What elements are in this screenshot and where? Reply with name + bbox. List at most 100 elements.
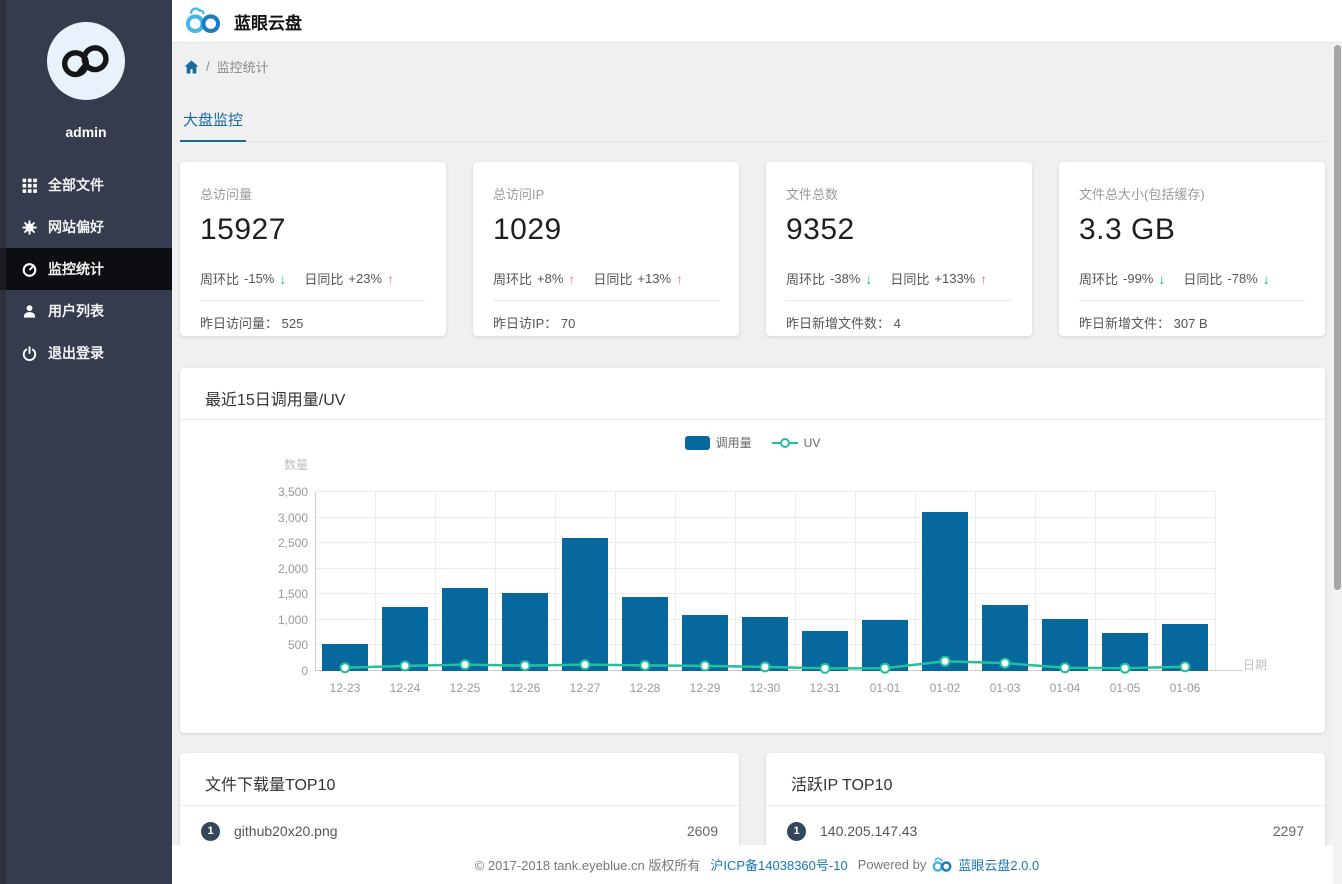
sidebar-item-user[interactable]: 用户列表 (0, 290, 172, 332)
y-tick-label: 1,000 (277, 612, 308, 627)
version-link[interactable]: 蓝眼云盘2.0.0 (958, 858, 1040, 873)
avatar[interactable] (47, 22, 125, 100)
copyright-text: © 2017-2018 tank.eyeblue.cn 版权所有 (474, 858, 701, 873)
trend-arrow-down-icon: ↓ (1158, 270, 1166, 287)
list-item-name: 140.205.147.43 (820, 823, 918, 839)
stat-value: 1029 (493, 213, 562, 246)
legend-item-bar[interactable]: 调用量 (684, 434, 752, 451)
x-tick-label: 01-02 (929, 681, 961, 695)
stat-footer-label: 昨日新增文件： (1079, 316, 1171, 331)
x-tick-label: 12-24 (389, 681, 421, 695)
stat-footer: 昨日访问量： 525 (200, 313, 426, 332)
stat-footer-label: 昨日访IP： (493, 316, 558, 331)
page-footer: © 2017-2018 tank.eyeblue.cn 版权所有 沪ICP备14… (172, 845, 1342, 884)
user-icon (21, 303, 38, 320)
power-icon (21, 345, 38, 362)
trend-arrow-up-icon: ↑ (568, 270, 576, 287)
grid-icon (21, 177, 38, 194)
x-axis-name: 日期 (1243, 658, 1268, 672)
trend-value: +8% (537, 271, 564, 286)
sidebar-menu: 全部文件网站偏好监控统计用户列表退出登录 (0, 164, 172, 374)
gauge-icon (21, 261, 38, 278)
scrollbar-thumb[interactable] (1334, 45, 1341, 590)
stat-footer-label: 昨日访问量： (200, 316, 279, 331)
gridline (1155, 492, 1156, 671)
icp-link[interactable]: 沪ICP备14038360号-10 (710, 858, 848, 873)
tab-dashboard-monitor[interactable]: 大盘监控 (180, 101, 247, 142)
trend-arrow-up-icon: ↑ (387, 270, 395, 287)
x-tick-label: 12-28 (629, 681, 661, 695)
gridline (315, 542, 1215, 544)
y-tick-label: 1,500 (277, 587, 308, 602)
username: admin (65, 124, 107, 140)
sidebar-item-gear[interactable]: 网站偏好 (0, 206, 172, 248)
y-axis-line (315, 492, 316, 671)
bar-12-28 (622, 597, 668, 671)
divider (786, 300, 1012, 301)
gridline (495, 492, 496, 671)
sidebar-item-label: 退出登录 (48, 345, 104, 361)
trend-label: 周环比 (200, 272, 240, 287)
infinity-logo-icon (61, 45, 109, 78)
sidebar-edge-decoration (0, 0, 6, 884)
stat-trend: 周环比 -99% ↓ 日同比 -78% ↓ (1079, 269, 1305, 288)
gridline (1035, 492, 1036, 671)
sidebar-item-grid[interactable]: 全部文件 (0, 164, 172, 206)
trend-label: 日同比 (890, 272, 930, 287)
stat-title: 总访问IP (493, 187, 545, 202)
trend-arrow-up-icon: ↑ (676, 270, 684, 287)
sidebar-item-power[interactable]: 退出登录 (0, 332, 172, 374)
legend-line-swatch-icon (771, 437, 798, 448)
stat-trend: 周环比 -38% ↓ 日同比 +133% ↑ (786, 269, 1012, 288)
list-item: 1 140.205.147.43 2297 (766, 806, 1325, 845)
trend-label: 日同比 (1183, 272, 1223, 287)
bar-12-27 (562, 538, 608, 671)
top-list-card: 文件下载量TOP10 1 github20x20.png 2609 (180, 753, 739, 845)
trend-arrow-down-icon: ↓ (279, 270, 287, 287)
x-tick-label: 12-23 (329, 681, 361, 695)
bar-12-24 (382, 607, 428, 671)
gridline (735, 492, 736, 671)
gridline (855, 492, 856, 671)
x-tick-label: 01-05 (1109, 681, 1141, 695)
divider (1079, 300, 1305, 301)
sidebar: admin 全部文件网站偏好监控统计用户列表退出登录 (0, 0, 172, 884)
gear-icon (21, 219, 38, 236)
stat-title: 总访问量 (200, 187, 253, 202)
legend-item-line[interactable]: UV (771, 436, 820, 450)
x-tick-label: 12-26 (509, 681, 541, 695)
x-tick-label: 12-31 (809, 681, 841, 695)
x-tick-label: 12-29 (689, 681, 721, 695)
trend-value: +13% (637, 271, 672, 286)
divider (200, 300, 426, 301)
gridline (1215, 492, 1216, 671)
list-item-name: github20x20.png (234, 823, 338, 839)
stat-footer: 昨日访IP： 70 (493, 313, 719, 332)
stat-title: 文件总大小(包括缓存) (1079, 187, 1205, 202)
y-tick-label: 0 (301, 664, 308, 678)
trend-arrow-down-icon: ↓ (865, 270, 873, 287)
sidebar-item-gauge[interactable]: 监控统计 (0, 248, 172, 290)
stat-footer-label: 昨日新增文件数： (786, 316, 891, 331)
top-lists-row: 文件下载量TOP10 1 github20x20.png 2609 活跃IP T… (180, 753, 1325, 845)
breadcrumb: / 监控统计 (180, 43, 1325, 76)
home-icon[interactable] (184, 59, 199, 74)
sidebar-item-label: 网站偏好 (48, 219, 104, 235)
gridline (975, 492, 976, 671)
sidebar-item-label: 用户列表 (48, 303, 104, 319)
app-logo-icon (185, 7, 221, 34)
chart-legend: 调用量 UV (180, 434, 1325, 451)
x-tick-label: 12-25 (449, 681, 481, 695)
trend-label: 周环比 (786, 272, 826, 287)
sidebar-item-label: 监控统计 (48, 261, 104, 277)
gridline (795, 492, 796, 671)
top-list-card: 活跃IP TOP10 1 140.205.147.43 2297 (766, 753, 1325, 845)
list-item: 1 github20x20.png 2609 (180, 806, 739, 845)
legend-bar-swatch-icon (684, 435, 710, 450)
trend-label: 周环比 (1079, 272, 1119, 287)
trend-label: 日同比 (593, 272, 633, 287)
stat-card: 文件总数 9352 周环比 -38% ↓ 日同比 +133% ↑ 昨日新增文件数… (766, 162, 1032, 336)
scrollbar-track[interactable] (1333, 43, 1342, 884)
gridline (1095, 492, 1096, 671)
breadcrumb-separator: / (206, 59, 210, 74)
